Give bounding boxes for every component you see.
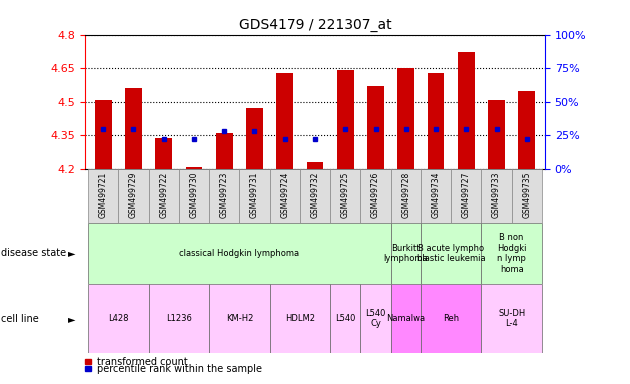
Bar [156, 137, 172, 169]
Text: GSM499727: GSM499727 [462, 172, 471, 218]
Text: GSM499731: GSM499731 [250, 172, 259, 218]
Bar [360, 284, 391, 353]
Text: cell line: cell line [1, 314, 39, 324]
Bar [88, 223, 391, 284]
Bar [518, 91, 535, 169]
Text: ►: ► [68, 248, 76, 258]
Bar [398, 68, 414, 169]
Text: L1236: L1236 [166, 314, 192, 323]
Text: GSM499725: GSM499725 [341, 172, 350, 218]
Bar [216, 133, 232, 169]
Text: B acute lympho
blastic leukemia: B acute lympho blastic leukemia [417, 244, 486, 263]
Bar [277, 73, 293, 169]
Bar [307, 162, 323, 169]
Bar [488, 99, 505, 169]
Text: Reh: Reh [443, 314, 459, 323]
Bar [118, 169, 149, 223]
Bar [330, 169, 360, 223]
Bar [239, 169, 270, 223]
Bar [330, 284, 360, 353]
Bar [367, 86, 384, 169]
Bar [458, 53, 474, 169]
Bar [337, 70, 353, 169]
Bar [391, 284, 421, 353]
Text: SU-DH
L-4: SU-DH L-4 [498, 309, 525, 328]
Text: GSM499733: GSM499733 [492, 172, 501, 218]
Bar [149, 284, 209, 353]
Text: classical Hodgkin lymphoma: classical Hodgkin lymphoma [180, 249, 299, 258]
Text: percentile rank within the sample: percentile rank within the sample [97, 364, 262, 374]
Bar [270, 169, 300, 223]
Bar [391, 169, 421, 223]
Bar [149, 169, 179, 223]
Bar [95, 99, 112, 169]
Text: GSM499722: GSM499722 [159, 172, 168, 218]
Bar [179, 169, 209, 223]
Text: Namalwa: Namalwa [386, 314, 425, 323]
Bar [300, 169, 330, 223]
Text: GSM499721: GSM499721 [99, 172, 108, 218]
Text: GSM499724: GSM499724 [280, 172, 289, 218]
Text: transformed count: transformed count [97, 357, 188, 367]
Bar [421, 284, 481, 353]
Bar [186, 167, 202, 169]
Text: GSM499734: GSM499734 [432, 172, 440, 218]
Title: GDS4179 / 221307_at: GDS4179 / 221307_at [239, 18, 391, 32]
Text: GSM499723: GSM499723 [220, 172, 229, 218]
Text: GSM499732: GSM499732 [311, 172, 319, 218]
Bar [391, 223, 421, 284]
Bar [481, 284, 542, 353]
Text: KM-H2: KM-H2 [226, 314, 253, 323]
Bar [451, 169, 481, 223]
Text: ►: ► [68, 314, 76, 324]
Text: B non
Hodgki
n lymp
homa: B non Hodgki n lymp homa [497, 233, 527, 273]
Text: GSM499730: GSM499730 [190, 172, 198, 218]
Bar [421, 223, 481, 284]
Bar [209, 284, 270, 353]
Text: GSM499735: GSM499735 [522, 172, 531, 218]
Bar [481, 169, 512, 223]
Text: Burkitt
lymphoma: Burkitt lymphoma [384, 244, 428, 263]
Text: L540
Cy: L540 Cy [365, 309, 386, 328]
Bar [88, 169, 118, 223]
Bar [360, 169, 391, 223]
Bar [246, 109, 263, 169]
Text: L428: L428 [108, 314, 129, 323]
Text: GSM499728: GSM499728 [401, 172, 410, 218]
Bar [481, 223, 542, 284]
Text: GSM499726: GSM499726 [371, 172, 380, 218]
Bar [512, 169, 542, 223]
Text: L540: L540 [335, 314, 355, 323]
Bar [428, 73, 444, 169]
Bar [125, 88, 142, 169]
Bar [209, 169, 239, 223]
Bar [421, 169, 451, 223]
Bar [88, 284, 149, 353]
Text: disease state: disease state [1, 248, 66, 258]
Text: GSM499729: GSM499729 [129, 172, 138, 218]
Bar [270, 284, 330, 353]
Text: HDLM2: HDLM2 [285, 314, 315, 323]
